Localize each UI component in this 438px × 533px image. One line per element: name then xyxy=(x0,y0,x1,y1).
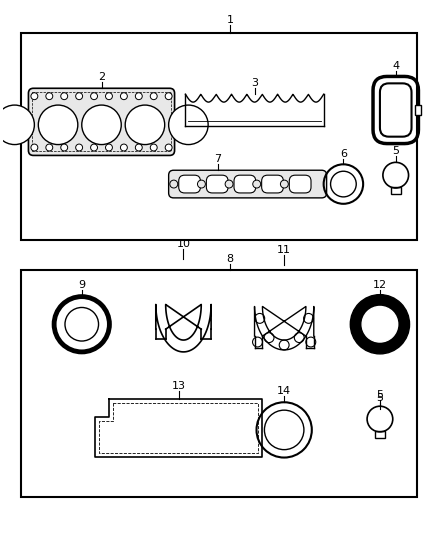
FancyBboxPatch shape xyxy=(169,170,327,198)
Bar xyxy=(21,270,417,497)
Text: 5: 5 xyxy=(392,147,399,156)
Text: 5: 5 xyxy=(376,390,383,400)
Text: 4: 4 xyxy=(392,61,399,70)
Circle shape xyxy=(165,93,172,100)
Text: 3: 3 xyxy=(251,78,258,88)
Text: 1: 1 xyxy=(226,15,233,25)
FancyBboxPatch shape xyxy=(261,175,283,193)
Text: 9: 9 xyxy=(78,280,85,290)
Circle shape xyxy=(31,144,38,151)
Circle shape xyxy=(120,144,127,151)
Circle shape xyxy=(169,105,208,144)
Circle shape xyxy=(46,144,53,151)
Circle shape xyxy=(150,93,157,100)
Circle shape xyxy=(76,144,83,151)
Text: 13: 13 xyxy=(172,382,186,391)
Circle shape xyxy=(0,105,34,144)
Text: 6: 6 xyxy=(340,149,347,159)
Circle shape xyxy=(280,180,288,188)
FancyBboxPatch shape xyxy=(289,175,311,193)
Text: 5: 5 xyxy=(376,393,383,403)
Text: 14: 14 xyxy=(277,386,291,397)
Text: 7: 7 xyxy=(215,155,222,164)
Circle shape xyxy=(170,180,178,188)
Circle shape xyxy=(91,144,98,151)
Circle shape xyxy=(31,93,38,100)
FancyBboxPatch shape xyxy=(179,175,201,193)
Circle shape xyxy=(198,180,205,188)
Text: 10: 10 xyxy=(177,239,191,249)
Circle shape xyxy=(225,180,233,188)
Text: 2: 2 xyxy=(98,72,105,83)
Circle shape xyxy=(61,144,67,151)
Text: 11: 11 xyxy=(277,245,291,255)
FancyBboxPatch shape xyxy=(28,88,175,156)
Circle shape xyxy=(76,93,83,100)
Circle shape xyxy=(165,144,172,151)
Circle shape xyxy=(120,93,127,100)
Bar xyxy=(32,92,171,151)
Circle shape xyxy=(125,105,165,144)
Bar xyxy=(21,33,417,240)
Circle shape xyxy=(61,93,67,100)
Circle shape xyxy=(150,144,157,151)
Circle shape xyxy=(253,180,261,188)
FancyBboxPatch shape xyxy=(206,175,228,193)
Circle shape xyxy=(106,144,113,151)
Circle shape xyxy=(38,105,78,144)
Bar xyxy=(391,187,401,194)
Bar xyxy=(416,105,421,115)
Bar xyxy=(375,431,385,438)
FancyBboxPatch shape xyxy=(234,175,256,193)
Circle shape xyxy=(350,295,410,354)
Circle shape xyxy=(82,105,121,144)
Circle shape xyxy=(362,306,398,342)
Circle shape xyxy=(46,93,53,100)
Circle shape xyxy=(135,144,142,151)
Text: 12: 12 xyxy=(373,280,387,290)
Circle shape xyxy=(135,93,142,100)
Circle shape xyxy=(106,93,113,100)
Circle shape xyxy=(91,93,98,100)
Text: 8: 8 xyxy=(226,254,233,264)
